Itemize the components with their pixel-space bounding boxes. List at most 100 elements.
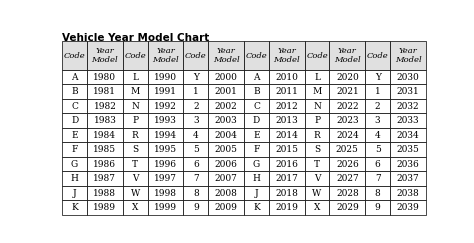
Text: 5: 5: [375, 145, 381, 154]
Text: C: C: [253, 102, 260, 111]
Text: 1986: 1986: [93, 160, 117, 169]
Text: N: N: [313, 102, 321, 111]
Bar: [390, 142, 426, 157]
Text: J: J: [255, 189, 258, 198]
Bar: [183, 70, 208, 84]
Text: 2003: 2003: [215, 116, 237, 125]
Bar: [183, 157, 208, 171]
Text: 1985: 1985: [93, 145, 117, 154]
Bar: [329, 70, 365, 84]
Text: G: G: [71, 160, 78, 169]
Text: 2028: 2028: [336, 189, 359, 198]
Text: 2033: 2033: [397, 116, 419, 125]
Bar: [244, 70, 269, 84]
Text: B: B: [71, 87, 78, 96]
Text: M: M: [312, 87, 322, 96]
Bar: [208, 70, 244, 84]
Bar: [87, 157, 123, 171]
Text: F: F: [253, 145, 260, 154]
Bar: [305, 99, 329, 113]
Text: Year
Model: Year Model: [91, 47, 118, 64]
Text: Year
Model: Year Model: [213, 47, 239, 64]
Bar: [269, 142, 305, 157]
Text: V: V: [314, 174, 320, 183]
Bar: [329, 41, 365, 70]
Bar: [147, 186, 183, 200]
Bar: [147, 157, 183, 171]
Text: 1: 1: [375, 87, 381, 96]
Text: B: B: [253, 87, 260, 96]
Text: 2021: 2021: [336, 87, 359, 96]
Text: 1983: 1983: [93, 116, 116, 125]
Bar: [183, 99, 208, 113]
Text: 2005: 2005: [215, 145, 237, 154]
Text: N: N: [131, 102, 139, 111]
Bar: [62, 113, 87, 128]
Text: P: P: [132, 116, 138, 125]
Text: 1988: 1988: [93, 189, 117, 198]
Text: 8: 8: [193, 189, 199, 198]
Text: 1987: 1987: [93, 174, 117, 183]
Bar: [208, 113, 244, 128]
Bar: [329, 128, 365, 142]
Bar: [269, 41, 305, 70]
Text: 2030: 2030: [397, 73, 419, 82]
Text: D: D: [71, 116, 78, 125]
Bar: [365, 41, 390, 70]
Text: Vehicle Year Model Chart: Vehicle Year Model Chart: [62, 33, 210, 43]
Bar: [390, 171, 426, 186]
Text: 2027: 2027: [336, 174, 359, 183]
Text: A: A: [253, 73, 260, 82]
Bar: [208, 128, 244, 142]
Text: Y: Y: [193, 73, 199, 82]
Bar: [244, 84, 269, 99]
Text: 2015: 2015: [275, 145, 298, 154]
Bar: [123, 128, 147, 142]
Text: 2036: 2036: [397, 160, 419, 169]
Bar: [62, 128, 87, 142]
Text: 1991: 1991: [154, 87, 177, 96]
Bar: [87, 70, 123, 84]
Bar: [123, 84, 147, 99]
Text: 1999: 1999: [154, 203, 177, 212]
Text: 4: 4: [375, 131, 381, 140]
Bar: [123, 157, 147, 171]
Text: K: K: [253, 203, 260, 212]
Bar: [269, 70, 305, 84]
Text: 2011: 2011: [275, 87, 298, 96]
Text: Year
Model: Year Model: [334, 47, 361, 64]
Text: 2: 2: [193, 102, 199, 111]
Bar: [87, 171, 123, 186]
Text: 1984: 1984: [93, 131, 117, 140]
Bar: [208, 171, 244, 186]
Bar: [208, 41, 244, 70]
Text: Code: Code: [367, 52, 389, 60]
Bar: [329, 99, 365, 113]
Bar: [183, 128, 208, 142]
Text: F: F: [72, 145, 78, 154]
Bar: [305, 171, 329, 186]
Bar: [87, 99, 123, 113]
Text: 2034: 2034: [397, 131, 419, 140]
Bar: [305, 186, 329, 200]
Bar: [183, 186, 208, 200]
Bar: [244, 99, 269, 113]
Text: X: X: [314, 203, 320, 212]
Text: 2026: 2026: [336, 160, 359, 169]
Text: 2025: 2025: [336, 145, 359, 154]
Text: K: K: [71, 203, 78, 212]
Text: V: V: [132, 174, 138, 183]
Bar: [269, 186, 305, 200]
Bar: [87, 128, 123, 142]
Text: 2001: 2001: [215, 87, 237, 96]
Bar: [305, 113, 329, 128]
Text: T: T: [132, 160, 138, 169]
Text: 2024: 2024: [336, 131, 359, 140]
Bar: [305, 41, 329, 70]
Text: 1980: 1980: [93, 73, 117, 82]
Bar: [365, 142, 390, 157]
Text: 2010: 2010: [275, 73, 298, 82]
Bar: [390, 157, 426, 171]
Bar: [390, 186, 426, 200]
Bar: [365, 84, 390, 99]
